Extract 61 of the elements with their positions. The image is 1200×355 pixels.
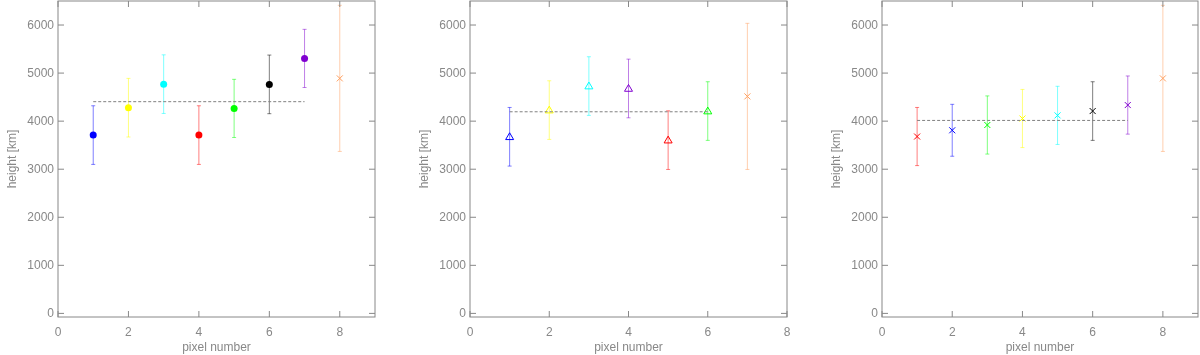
y-axis-title: height [km]	[5, 129, 19, 189]
y-tick-label: 0	[459, 306, 467, 321]
point	[913, 133, 921, 141]
y-axis-title: height [km]	[829, 129, 843, 189]
y-tick-label: 1000	[27, 258, 55, 273]
y-tick-label: 5000	[27, 66, 55, 81]
point	[1089, 107, 1097, 115]
y-tick-label: 3000	[851, 162, 879, 177]
point	[265, 80, 273, 88]
y-tick-label: 0	[871, 306, 879, 321]
point	[663, 135, 673, 144]
y-tick-label: 4000	[851, 114, 879, 129]
x-tick-label: 2	[948, 325, 956, 339]
x-axis-title: pixel number	[1005, 340, 1075, 354]
y-tick-label: 6000	[439, 18, 467, 33]
x-tick-label: 4	[195, 325, 203, 339]
point	[1159, 74, 1167, 82]
y-tick-label: 5000	[439, 66, 467, 81]
x-tick-label: 4	[1019, 325, 1027, 339]
y-tick-label: 3000	[27, 162, 55, 177]
x-tick-label: 2	[545, 325, 553, 339]
y-tick-label: 1000	[851, 258, 879, 273]
point	[703, 106, 713, 115]
point	[544, 105, 554, 114]
point	[336, 74, 344, 82]
point	[301, 54, 309, 62]
point	[195, 131, 203, 139]
x-axis-title: pixel number	[182, 340, 251, 354]
point	[584, 81, 594, 90]
y-tick-label: 6000	[851, 18, 879, 33]
x-tick-label: 2	[125, 325, 133, 339]
y-tick-label: 1000	[439, 258, 467, 273]
point	[230, 104, 238, 112]
x-tick-label: 6	[265, 325, 273, 339]
y-tick-label: 5000	[851, 66, 879, 81]
point	[89, 131, 97, 139]
point	[124, 104, 132, 112]
x-axis-title: pixel number	[594, 340, 663, 354]
x-tick-label: 8	[783, 325, 791, 339]
x-tick-label: 4	[625, 325, 633, 339]
point	[983, 121, 991, 129]
x-tick-label: 6	[1089, 325, 1097, 339]
y-tick-label: 2000	[439, 210, 467, 225]
point	[1054, 111, 1062, 119]
y-tick-label: 6000	[27, 18, 55, 33]
y-tick-label: 0	[47, 306, 55, 321]
x-tick-label: 8	[336, 325, 344, 339]
y-axis-title: height [km]	[417, 129, 431, 189]
point	[624, 83, 633, 92]
x-tick-label: 6	[704, 325, 712, 339]
y-tick-label: 4000	[27, 114, 55, 129]
point	[948, 126, 956, 134]
point	[160, 80, 168, 88]
y-tick-label: 2000	[851, 210, 879, 225]
x-tick-label: 8	[1159, 325, 1167, 339]
y-tick-label: 4000	[439, 114, 467, 129]
y-tick-label: 2000	[27, 210, 55, 225]
point	[505, 132, 515, 141]
y-tick-label: 3000	[439, 162, 467, 177]
point	[743, 92, 751, 100]
point	[1124, 101, 1132, 109]
